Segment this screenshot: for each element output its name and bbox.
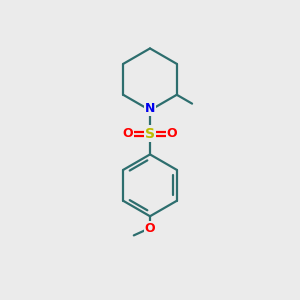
Text: S: S [145,127,155,141]
Text: O: O [145,221,155,235]
Text: N: N [145,102,155,115]
Text: O: O [167,127,177,140]
Text: O: O [123,127,133,140]
